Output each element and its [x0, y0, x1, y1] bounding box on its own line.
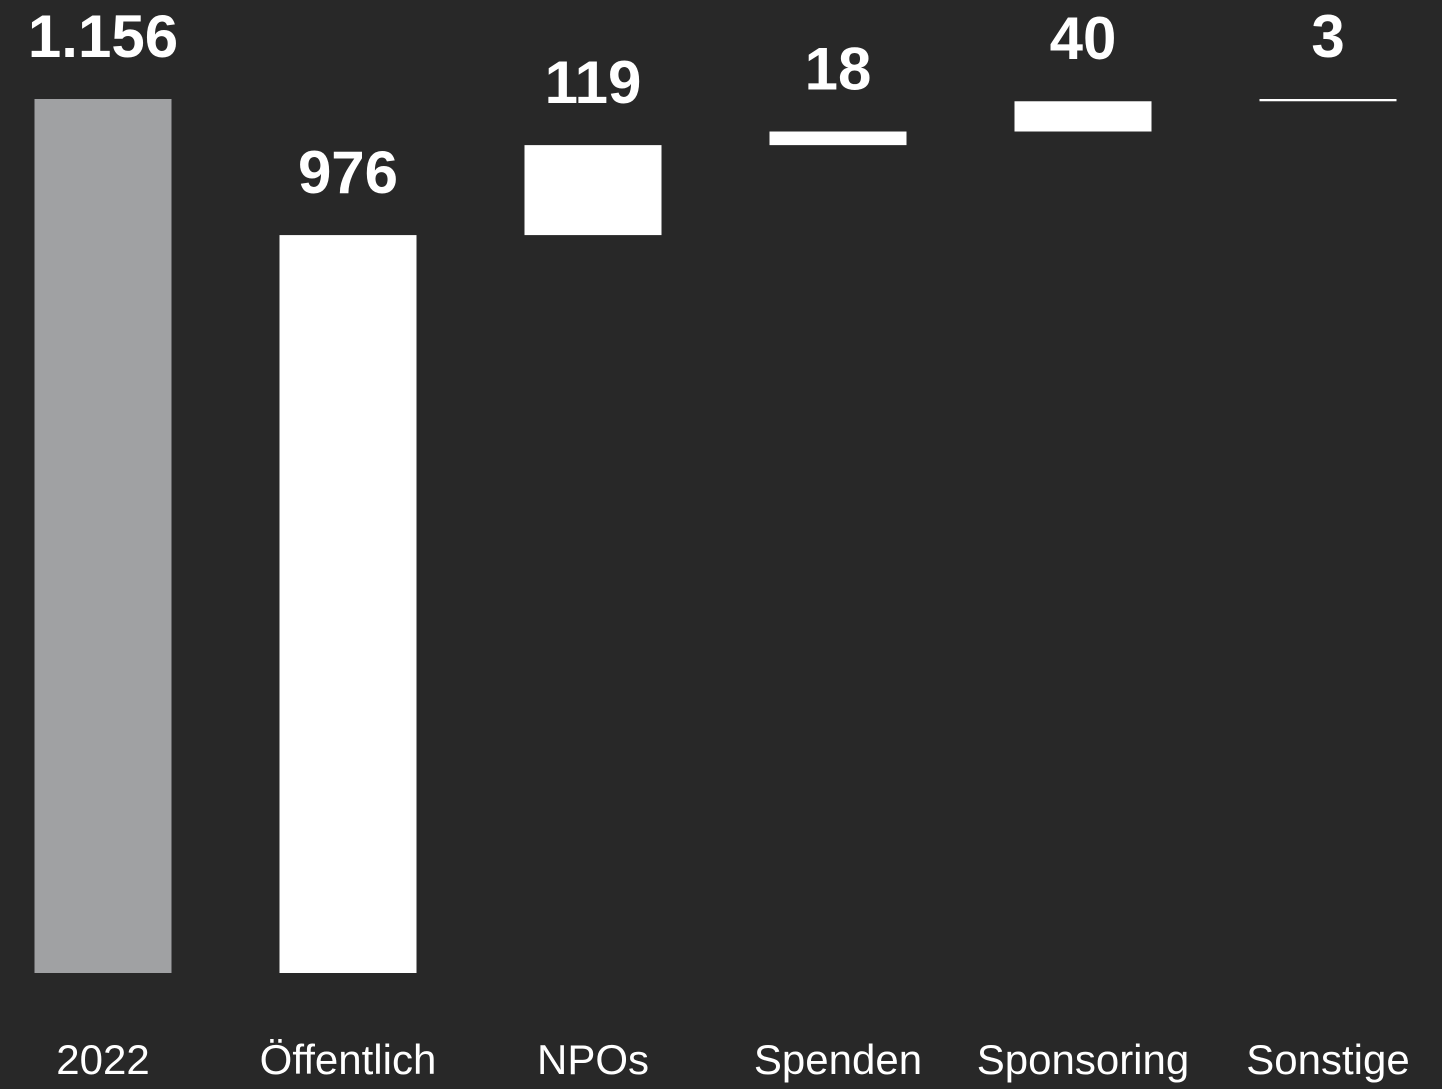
- category-label: Sponsoring: [977, 1036, 1189, 1083]
- bar: [34, 99, 172, 973]
- bar: [1259, 99, 1397, 102]
- value-label: 3: [1311, 3, 1344, 70]
- bar: [769, 131, 907, 146]
- value-label: 40: [1050, 5, 1117, 72]
- value-label: 1.156: [28, 3, 178, 70]
- value-label: 18: [805, 35, 872, 102]
- bar: [279, 235, 417, 973]
- bar: [524, 145, 662, 236]
- category-label: Öffentlich: [260, 1036, 437, 1083]
- category-label: Sonstige: [1246, 1036, 1409, 1083]
- bar: [1014, 101, 1152, 132]
- value-label: 119: [545, 49, 642, 116]
- category-label: 2022: [56, 1036, 149, 1083]
- value-label: 976: [298, 139, 398, 206]
- category-label: Spenden: [754, 1036, 922, 1083]
- category-label: NPOs: [537, 1036, 649, 1083]
